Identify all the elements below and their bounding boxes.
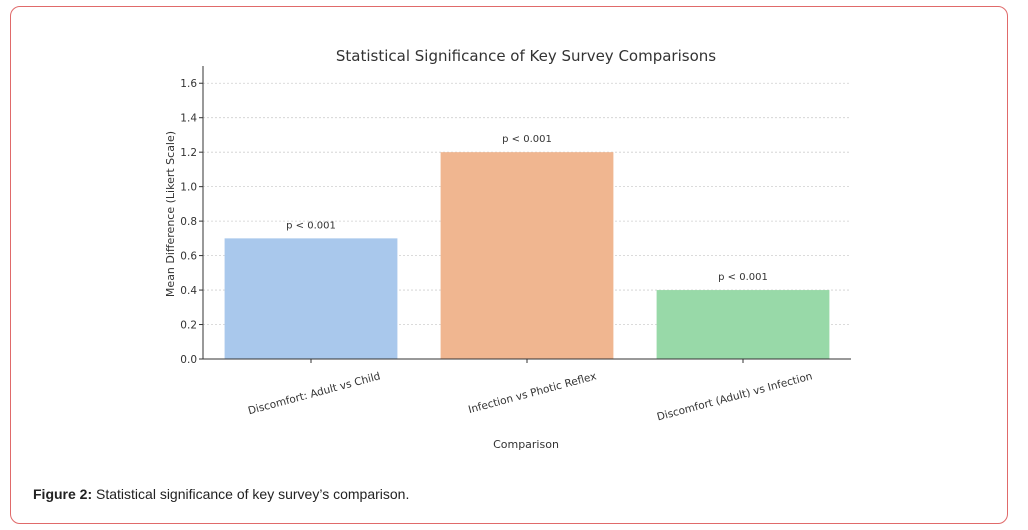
caption-text: Statistical significance of key survey’s…: [96, 486, 410, 502]
y-tick-label: 1.0: [180, 182, 197, 194]
y-tick-label: 0.2: [180, 320, 197, 332]
y-tick-label: 0.0: [180, 354, 197, 366]
figure-caption: Figure 2: Statistical significance of ke…: [33, 486, 409, 502]
y-axis-label: Mean Difference (Likert Scale): [164, 131, 177, 297]
caption-label: Figure 2:: [33, 486, 93, 502]
y-tick-label: 1.4: [180, 113, 197, 125]
bar: [224, 238, 398, 359]
y-tick-label: 0.8: [180, 216, 197, 228]
bar: [440, 152, 614, 359]
x-axis-ticks: Discomfort: Adult vs Child Infection vs P…: [247, 359, 814, 423]
chart-title: Statistical Significance of Key Survey C…: [336, 47, 716, 65]
bars: p < 0.001 p < 0.001 p < 0.001: [224, 134, 830, 359]
x-tick-label: Discomfort (Adult) vs Infection: [656, 370, 814, 423]
bar-data-label: p < 0.001: [718, 272, 768, 283]
y-tick-label: 1.2: [180, 147, 197, 159]
x-axis-label: Comparison: [493, 438, 559, 451]
y-tick-label: 0.6: [180, 251, 197, 263]
y-tick-label: 0.4: [180, 285, 197, 297]
y-tick-label: 1.6: [180, 78, 197, 90]
y-axis-ticks: 0.0 0.2 0.4 0.6 0.8 1.0 1.2 1.4 1.6: [180, 78, 203, 366]
bar-data-label: p < 0.001: [286, 220, 336, 231]
x-tick-label: Discomfort: Adult vs Child: [247, 370, 382, 417]
bar: [656, 290, 830, 359]
x-tick-label: Infection vs Photic Reflex: [467, 370, 598, 416]
bar-data-label: p < 0.001: [502, 134, 552, 145]
